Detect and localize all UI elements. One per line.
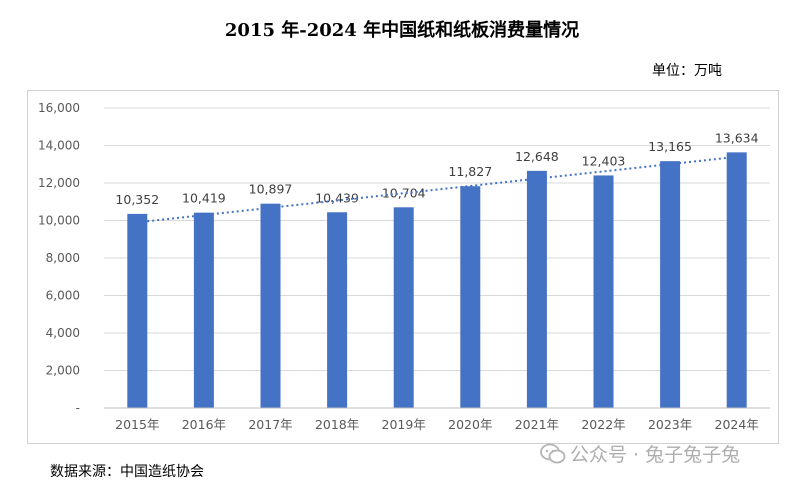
x-tick-label: 2021年 <box>515 417 559 432</box>
data-label: 10,419 <box>182 191 226 206</box>
bar <box>726 152 747 408</box>
bar <box>260 203 281 408</box>
watermark: 公众号 · 兔子兔子兔 <box>540 440 740 467</box>
data-label: 10,704 <box>382 185 426 200</box>
y-tick-label: 12,000 <box>38 176 80 190</box>
bar <box>393 207 414 408</box>
x-tick-label: 2020年 <box>448 417 492 432</box>
chart-frame <box>27 90 779 444</box>
y-tick-label: 14,000 <box>38 139 80 153</box>
x-tick-label: 2017年 <box>248 417 292 432</box>
bar <box>327 212 348 408</box>
y-tick-label: 6,000 <box>46 289 80 303</box>
bar <box>593 175 614 408</box>
y-tick-label: 8,000 <box>46 251 80 265</box>
bar <box>660 161 681 408</box>
y-tick-label: 2,000 <box>46 364 80 378</box>
bar <box>127 213 148 408</box>
data-label: 12,648 <box>515 149 559 164</box>
bar <box>193 212 214 408</box>
y-tick-label: - <box>76 401 80 415</box>
data-label: 13,165 <box>648 139 692 154</box>
data-label: 13,634 <box>715 130 759 145</box>
x-tick-label: 2019年 <box>382 417 426 432</box>
x-axis: 2015年 2016年 2017年 2018年 2019年 2020年 2021年 2022年… <box>104 407 770 432</box>
x-tick-label: 2023年 <box>648 417 692 432</box>
wechat-icon <box>540 443 566 463</box>
data-label: 10,352 <box>115 192 159 207</box>
y-tick-label: 4,000 <box>46 326 80 340</box>
data-label: 11,827 <box>448 164 492 179</box>
bar <box>460 186 481 408</box>
x-tick-label: 2015年 <box>115 417 159 432</box>
watermark-text: 公众号 · 兔子兔子兔 <box>570 444 741 466</box>
unit-label: 单位：万吨 <box>652 63 722 79</box>
trend-line-path <box>137 155 737 224</box>
data-label: 12,403 <box>582 153 626 168</box>
chart-title: 2015 年-2024 年中国纸和纸板消费量情况 <box>224 20 580 41</box>
data-label: 10,897 <box>249 182 293 197</box>
x-tick-label: 2018年 <box>315 417 359 432</box>
y-axis: - 2,000 4,000 6,000 8,000 10,000 12,000 14,000 1… <box>38 101 80 415</box>
y-tick-label: 16,000 <box>38 101 80 115</box>
bar <box>526 170 547 408</box>
bars <box>127 152 747 408</box>
x-tick-label: 2022年 <box>581 417 625 432</box>
trend-line <box>137 155 737 224</box>
y-tick-label: 10,000 <box>38 214 80 228</box>
x-tick-label: 2024年 <box>715 417 759 432</box>
x-tick-label: 2016年 <box>182 417 226 432</box>
gridlines <box>104 107 770 371</box>
source-note: 数据来源：中国造纸协会 <box>50 464 204 480</box>
